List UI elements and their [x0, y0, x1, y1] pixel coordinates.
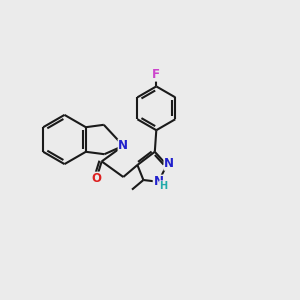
Text: N: N [153, 175, 164, 188]
Text: N: N [118, 139, 128, 152]
Text: H: H [159, 181, 168, 191]
Text: N: N [164, 157, 174, 170]
Text: F: F [152, 68, 160, 81]
Text: O: O [91, 172, 101, 185]
